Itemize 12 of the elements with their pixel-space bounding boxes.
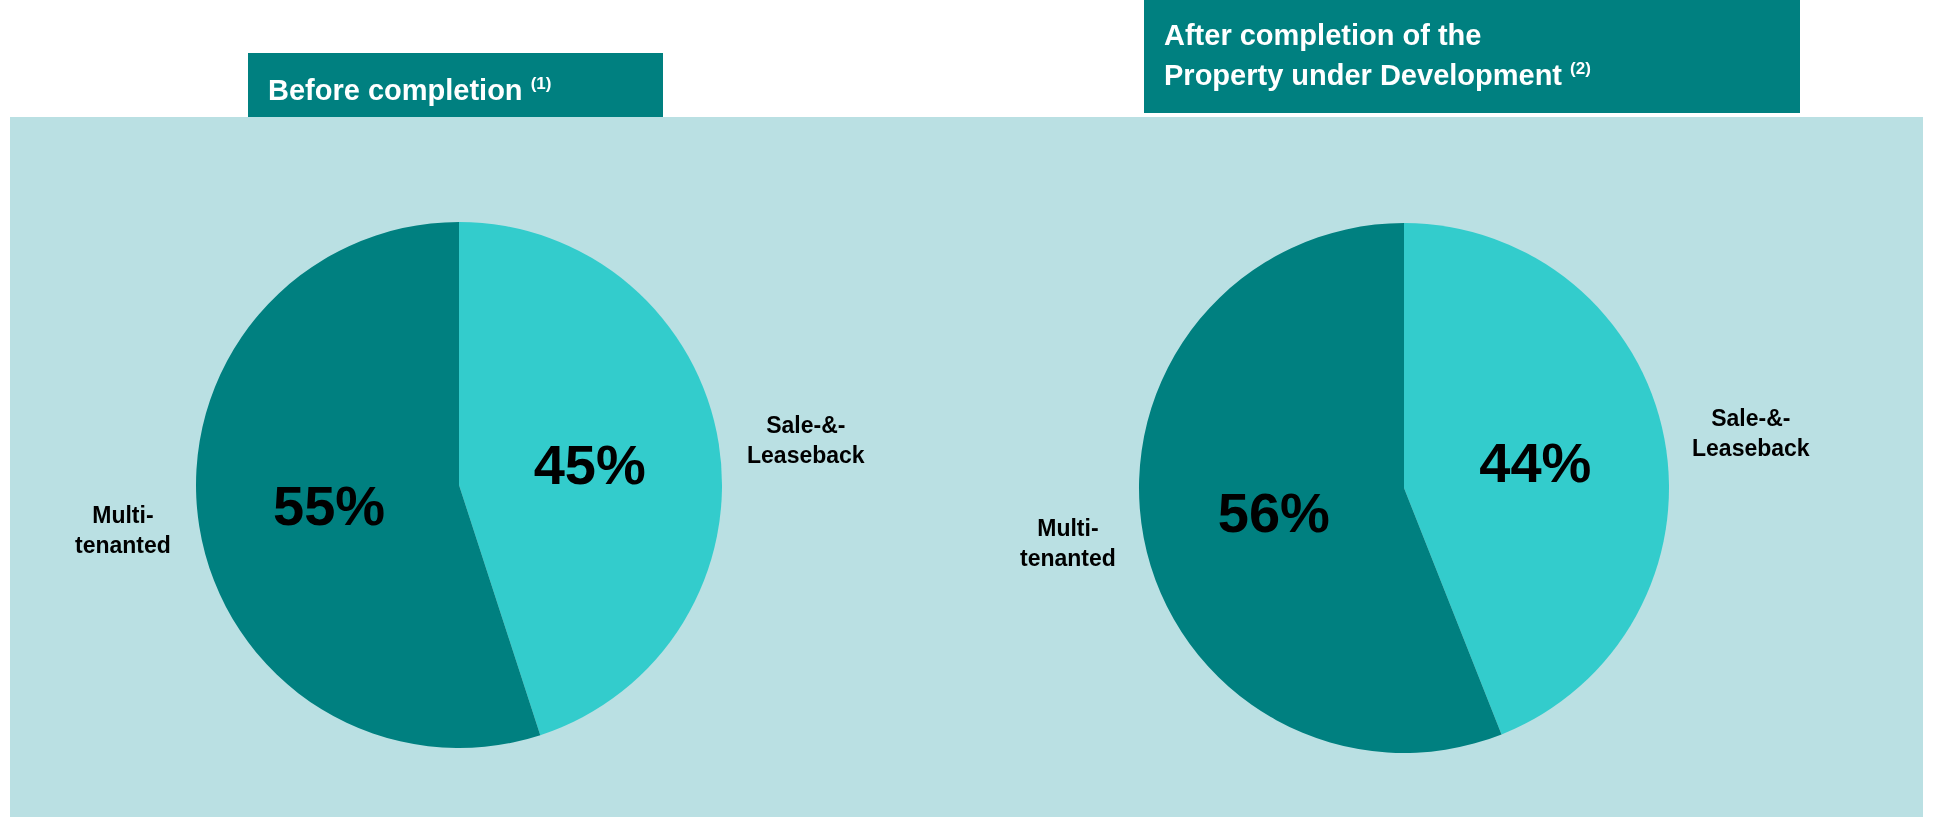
pie-slice bbox=[1404, 223, 1669, 735]
data-label: 56% bbox=[1217, 481, 1330, 545]
slice-label: Sale-&- Leaseback bbox=[1692, 405, 1810, 461]
data-label: 45% bbox=[533, 432, 646, 496]
slice-label: Multi- tenanted bbox=[75, 502, 171, 558]
slice-label: Sale-&- Leaseback bbox=[747, 412, 865, 468]
chart-title: Before completion $^{(1)}$ bbox=[248, 53, 663, 117]
pie-slice bbox=[459, 222, 722, 736]
data-label: 55% bbox=[273, 474, 386, 538]
data-label: 44% bbox=[1479, 431, 1592, 495]
chart-title: After completion of the Property under Development $^{(2)}$ bbox=[1144, 0, 1800, 113]
slice-label: Multi- tenanted bbox=[1020, 515, 1116, 571]
